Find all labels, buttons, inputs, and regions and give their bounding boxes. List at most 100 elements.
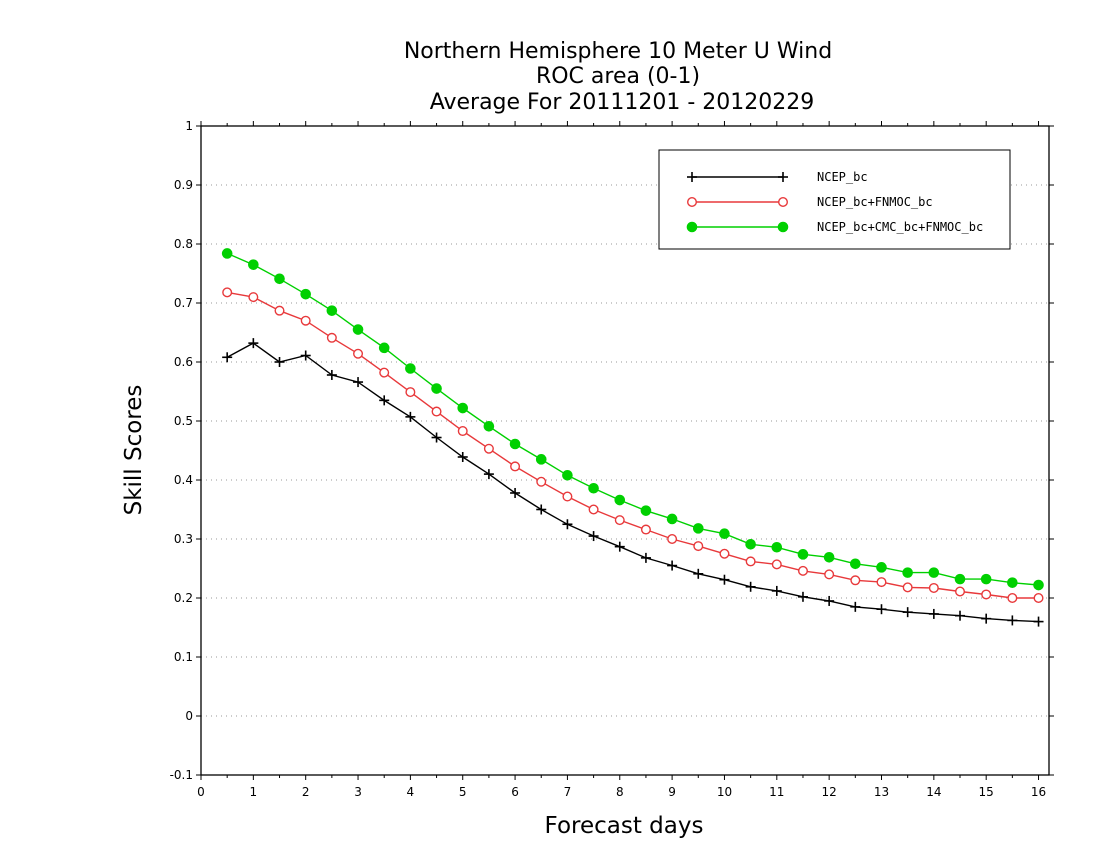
data-point-plus-marker: [1033, 616, 1044, 627]
legend-label: NCEP_bc+FNMOC_bc: [817, 195, 933, 209]
y-tick-label: 0.6: [174, 355, 193, 369]
data-point-filled-circle: [352, 324, 364, 335]
x-tick-label: 11: [769, 785, 784, 799]
data-point-plus-marker: [876, 604, 887, 615]
data-point-open-circle: [483, 443, 494, 454]
data-point-filled-circle: [719, 528, 730, 539]
data-point-filled-circle: [483, 421, 495, 432]
data-point-open-circle: [687, 196, 698, 207]
data-point-open-circle: [562, 491, 573, 502]
y-tick-label: -0.1: [170, 768, 193, 782]
data-point-plus-marker: [536, 504, 547, 515]
data-point-filled-circle: [745, 539, 756, 550]
data-point-plus-marker: [379, 395, 390, 406]
data-point-filled-circle: [686, 221, 698, 233]
x-tick-label: 2: [302, 785, 310, 799]
data-point-filled-circle: [614, 494, 626, 506]
data-point-filled-circle: [1033, 579, 1044, 591]
data-point-plus-marker: [797, 591, 808, 602]
data-point-filled-circle: [850, 558, 861, 570]
x-tick-label: 14: [926, 785, 941, 799]
data-point-open-circle: [928, 582, 939, 593]
y-tick-label: 1: [185, 119, 193, 133]
data-point-open-circle: [693, 541, 704, 552]
data-point-open-circle: [981, 589, 992, 600]
data-point-plus-marker: [614, 541, 625, 552]
x-tick-label: 6: [511, 785, 519, 799]
legend-label: NCEP_bc: [817, 170, 868, 184]
data-point-plus-marker: [719, 574, 730, 585]
x-tick-label: 7: [564, 785, 572, 799]
data-point-plus-marker: [483, 469, 494, 480]
data-point-plus-marker: [902, 607, 913, 618]
data-point-open-circle: [300, 315, 311, 326]
plot-frame: [200, 125, 1050, 776]
data-point-plus-marker: [687, 172, 697, 182]
x-axis-label: Forecast days: [545, 813, 704, 839]
data-point-open-circle: [405, 387, 416, 398]
x-tick-label: 13: [874, 785, 889, 799]
data-point-open-circle: [824, 569, 835, 580]
data-point-filled-circle: [535, 454, 547, 465]
x-tick-label: 0: [197, 785, 205, 799]
data-point-plus-marker: [510, 487, 521, 498]
data-point-open-circle: [353, 348, 364, 359]
data-point-plus-marker: [824, 595, 835, 606]
data-point-open-circle: [248, 292, 259, 303]
y-tick-label: 0.8: [174, 237, 193, 251]
data-point-open-circle: [745, 556, 756, 567]
data-point-plus-marker: [850, 601, 861, 612]
data-point-plus-marker: [1007, 615, 1018, 626]
data-point-filled-circle: [876, 562, 887, 573]
data-point-open-circle: [902, 582, 913, 593]
data-point-open-circle: [1033, 593, 1044, 604]
data-point-open-circle: [222, 287, 233, 298]
data-point-filled-circle: [771, 541, 783, 553]
x-tick-label: 12: [822, 785, 837, 799]
data-point-open-circle: [379, 367, 390, 378]
data-point-plus-marker: [981, 613, 992, 624]
grid-layer: [201, 184, 1049, 717]
data-point-plus-marker: [693, 568, 704, 579]
data-point-filled-circle: [777, 221, 789, 233]
series-layer: [221, 248, 1044, 627]
legend-label: NCEP_bc+CMC_bc+FNMOC_bc: [817, 220, 983, 234]
data-point-plus-marker: [640, 552, 651, 563]
data-point-filled-circle: [928, 567, 940, 578]
data-point-filled-circle: [300, 288, 311, 300]
series-0: [222, 338, 1044, 627]
series-line: [226, 342, 1039, 623]
data-point-filled-circle: [980, 573, 992, 585]
data-point-filled-circle: [666, 513, 678, 525]
data-point-open-circle: [588, 504, 599, 515]
data-point-plus-marker: [457, 451, 468, 462]
chart-period: Average For 20111201 - 20120229: [430, 90, 815, 115]
series-1: [222, 287, 1044, 604]
data-point-filled-circle: [509, 438, 521, 450]
data-point-open-circle: [850, 575, 861, 586]
data-point-filled-circle: [797, 549, 809, 560]
x-tick-label: 1: [250, 785, 258, 799]
data-point-open-circle: [510, 461, 521, 472]
legend-items: NCEP_bc NCEP_bc+FNMOC_bc NCEP_bc+CMC_bc+FN…: [686, 170, 983, 234]
x-tick-label: 3: [354, 785, 362, 799]
x-tick-label: 8: [616, 785, 624, 799]
x-tick-label: 16: [1031, 785, 1046, 799]
x-tick-label: 5: [459, 785, 467, 799]
data-point-plus-marker: [928, 608, 939, 619]
data-point-plus-marker: [405, 411, 416, 422]
data-point-filled-circle: [823, 551, 835, 563]
y-tick-label: 0.4: [174, 473, 193, 487]
x-tick-label: 4: [407, 785, 415, 799]
legend-item: NCEP_bc: [687, 170, 868, 184]
data-point-filled-circle: [405, 363, 416, 374]
y-tick-label: 0.1: [174, 650, 193, 664]
x-tick-label: 10: [717, 785, 732, 799]
y-tick-label: 0.5: [174, 414, 193, 428]
data-point-plus-marker: [588, 531, 599, 542]
data-point-open-circle: [274, 305, 285, 316]
data-point-plus-marker: [274, 357, 285, 367]
data-point-plus-marker: [326, 369, 337, 380]
